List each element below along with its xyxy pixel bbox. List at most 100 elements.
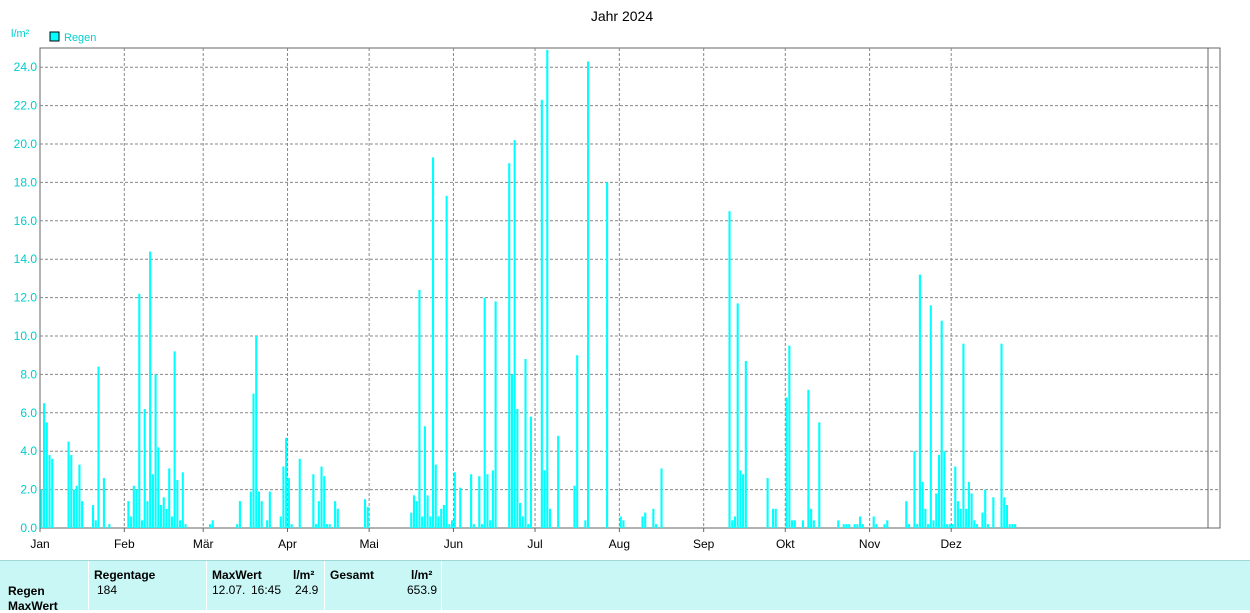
bar <box>168 468 171 528</box>
bar <box>266 520 269 528</box>
bar <box>837 520 840 528</box>
y-axis-unit: l/m² <box>11 28 30 40</box>
bar <box>81 501 84 528</box>
bar <box>410 512 413 528</box>
legend-label: Regen <box>64 32 96 44</box>
header-maxwert: MaxWert <box>212 568 262 582</box>
bar <box>440 508 443 528</box>
bar <box>325 524 329 528</box>
bar <box>1011 524 1014 528</box>
bar <box>793 520 796 528</box>
bar <box>315 524 318 528</box>
stats-col-regentage: Regentage 184 <box>89 561 207 610</box>
bar <box>818 422 821 528</box>
bars <box>40 49 1017 529</box>
bar <box>810 508 813 528</box>
bar <box>181 472 184 528</box>
bar <box>524 359 527 528</box>
bar <box>513 140 516 528</box>
bar <box>453 472 456 528</box>
x-tick-label: Aug <box>609 537 630 551</box>
bar <box>992 497 995 528</box>
bar <box>72 489 76 528</box>
bar <box>154 374 157 528</box>
bar <box>543 470 546 528</box>
bar <box>619 516 622 528</box>
plot-area <box>39 47 1221 529</box>
bar <box>576 355 579 528</box>
x-tick-label: Dez <box>941 537 962 551</box>
bar <box>287 478 290 528</box>
bar <box>622 520 625 528</box>
bar <box>75 485 78 528</box>
bar <box>162 497 165 528</box>
stats-col-gesamt: Gesamt l/m² 653.9 <box>325 561 442 610</box>
bar <box>548 508 552 528</box>
bar <box>924 508 927 528</box>
bar <box>606 182 609 528</box>
y-tick-label: 6.0 <box>20 406 37 420</box>
bar <box>842 524 845 528</box>
bar <box>238 501 241 528</box>
x-tick-label: Jun <box>444 537 463 551</box>
bar <box>91 504 95 528</box>
bar <box>946 524 949 528</box>
bar <box>883 524 886 528</box>
bar <box>948 524 951 528</box>
bar <box>731 520 734 528</box>
bar <box>298 458 301 528</box>
bar <box>448 524 451 528</box>
bar <box>429 516 432 528</box>
x-tick-label: Jul <box>527 537 542 551</box>
bar <box>872 516 875 528</box>
bar <box>208 524 212 528</box>
bar <box>132 485 135 528</box>
bar <box>935 493 938 528</box>
bar <box>660 468 663 528</box>
bar <box>445 195 448 528</box>
bar <box>766 478 769 528</box>
bar <box>861 524 864 528</box>
bar <box>967 481 970 528</box>
bar <box>320 466 323 528</box>
bar <box>918 274 921 528</box>
bar <box>170 516 173 528</box>
bar <box>959 508 962 528</box>
bar <box>108 524 111 528</box>
value-max-date: 12.07. <box>212 583 246 597</box>
bar <box>1014 524 1017 528</box>
x-tick-label: Apr <box>278 537 297 551</box>
x-tick-label: Mai <box>359 537 378 551</box>
bar <box>788 345 791 528</box>
bar <box>932 520 935 528</box>
rain-chart: Jahr 2024 l/m² Regen 0.0 2.0 4.0 6.0 8.0 10.0… <box>11 8 1221 551</box>
bar <box>951 524 954 528</box>
bar <box>962 343 965 528</box>
bar <box>363 499 367 528</box>
bar <box>323 476 326 528</box>
value-total: 653.9 <box>407 583 438 597</box>
bar <box>151 474 154 528</box>
bar <box>791 520 794 528</box>
bar <box>940 320 943 528</box>
bar <box>494 301 497 528</box>
y-tick-label: 22.0 <box>14 99 38 113</box>
bar <box>981 512 984 528</box>
bar <box>546 49 549 529</box>
bar <box>415 501 418 528</box>
bar <box>943 451 946 528</box>
bar <box>1005 504 1009 528</box>
bar <box>921 481 924 528</box>
bar <box>774 508 777 528</box>
bar <box>442 504 445 528</box>
stats-col-maxwert: MaxWert l/m² 12.07. 16:45 24.9 <box>207 561 325 610</box>
bar <box>157 447 160 528</box>
x-axis-ticks: Jan Feb Mär Apr Mai Jun Jul Aug Sep Okt Nov Dez <box>30 528 962 551</box>
y-tick-label: 12.0 <box>14 291 38 305</box>
stats-row-labels: Regen MaxWert <box>0 561 89 613</box>
bar <box>437 516 440 528</box>
bar <box>149 251 152 528</box>
bar <box>853 524 856 528</box>
bar <box>519 503 522 528</box>
bar <box>641 516 644 528</box>
